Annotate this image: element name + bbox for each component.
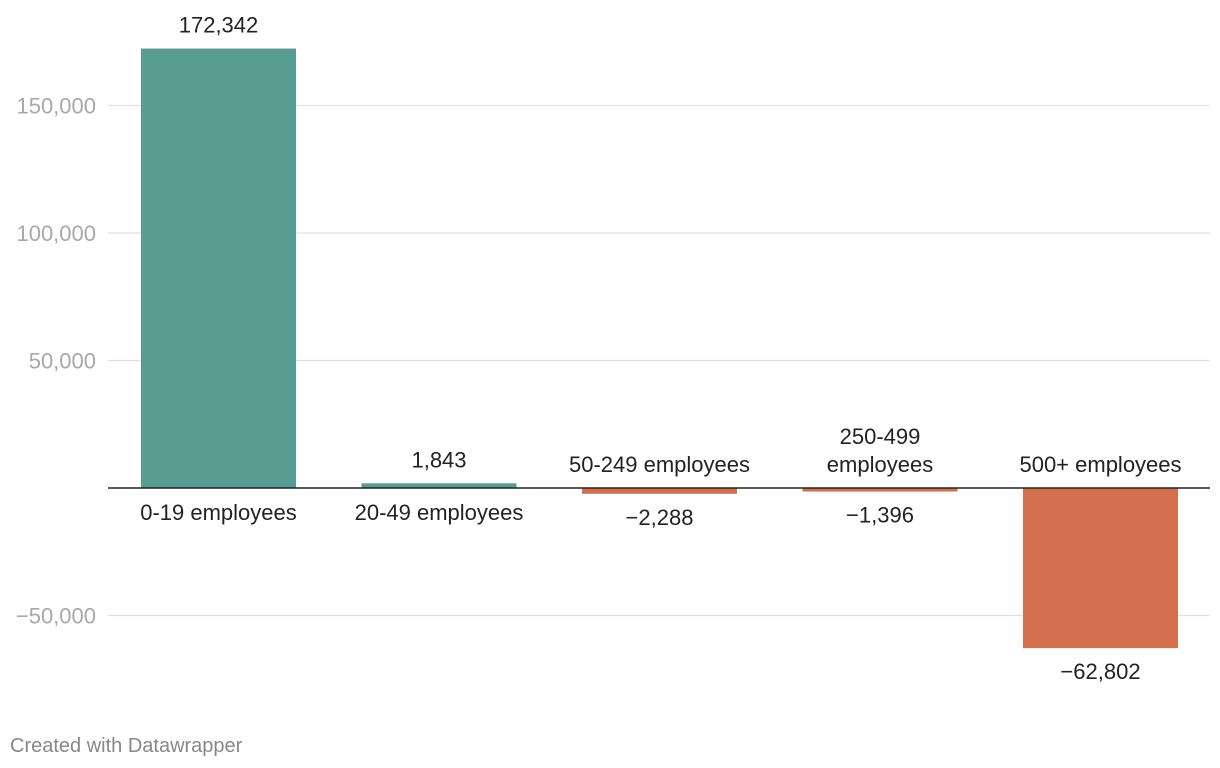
category-label-line: 50-249 employees xyxy=(569,452,750,477)
y-tick-label: 100,000 xyxy=(16,221,96,246)
category-label-line: 500+ employees xyxy=(1019,452,1181,477)
category-label-line: employees xyxy=(827,452,933,477)
bar-250-499-employees xyxy=(802,488,958,492)
bar-value-label: 172,342 xyxy=(179,13,259,38)
category-label: 0-19 employees xyxy=(140,500,297,525)
category-label: 20-49 employees xyxy=(355,500,524,525)
category-label-line: 0-19 employees xyxy=(140,500,297,525)
bar-50-249-employees xyxy=(582,488,737,494)
bar-value-label: −1,396 xyxy=(846,503,914,528)
category-label: 50-249 employees xyxy=(569,452,750,477)
category-label: 500+ employees xyxy=(1019,452,1181,477)
category-label-line: 250-499 xyxy=(840,424,921,449)
y-tick-label: 150,000 xyxy=(16,94,96,119)
bar-20-49-employees xyxy=(361,483,517,488)
y-tick-label: 50,000 xyxy=(29,349,96,374)
bar-value-label: 1,843 xyxy=(411,447,466,472)
bar-value-label: −2,288 xyxy=(626,505,694,530)
bar-500-employees xyxy=(1023,488,1178,649)
credit-text: Created with Datawrapper xyxy=(10,735,243,757)
y-tick-label: −50,000 xyxy=(16,604,96,629)
labels: 172,342 0-19 employees 1,843 20-49 employee… xyxy=(140,13,1181,685)
category-label-line: 20-49 employees xyxy=(355,500,524,525)
category-label: 250-499 employees xyxy=(827,424,933,477)
bar-0-19-employees xyxy=(141,48,296,489)
bars xyxy=(141,48,1178,649)
bar-value-label: −62,802 xyxy=(1060,659,1140,684)
y-axis-tick-labels: 150,000 100,000 50,000 −50,000 xyxy=(16,94,96,629)
